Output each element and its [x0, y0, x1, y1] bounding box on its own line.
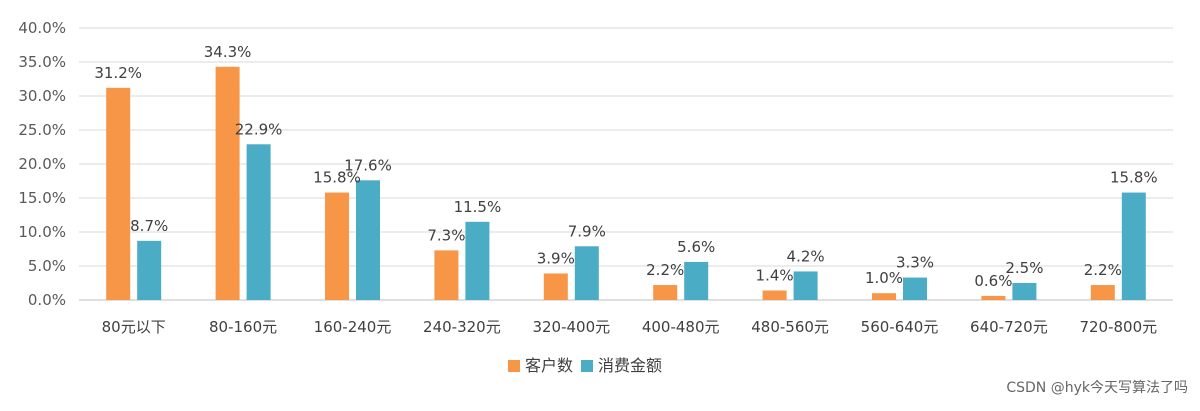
bar-customers	[215, 66, 240, 300]
data-label-spending: 11.5%	[454, 198, 502, 216]
legend-swatch-customers	[508, 360, 520, 372]
data-label-spending: 4.2%	[787, 247, 825, 265]
data-label-customers: 2.2%	[1084, 261, 1122, 279]
y-tick-label: 25.0%	[18, 121, 66, 139]
x-tick-label: 160-240元	[314, 318, 392, 336]
x-axis-tick-labels: 80元以下 80-160元 160-240元 240-320元 320-400元 400-…	[102, 318, 1157, 336]
bar-customers	[653, 285, 678, 300]
bar-customers	[981, 295, 1006, 300]
x-tick-label: 240-320元	[423, 318, 501, 336]
data-labels: 31.2%8.7%34.3%22.9%15.8%17.6%7.3%11.5%3.…	[94, 43, 1157, 290]
bar-spending	[684, 261, 709, 300]
legend: 客户数 消费金额	[508, 356, 662, 375]
bar-customers	[106, 87, 131, 300]
data-label-spending: 17.6%	[344, 156, 392, 174]
bar-spending	[1012, 283, 1037, 300]
y-tick-label: 5.0%	[28, 257, 66, 275]
data-label-customers: 1.0%	[865, 269, 903, 287]
bar-customers	[1090, 285, 1115, 300]
bar-spending	[1121, 192, 1146, 300]
data-label-spending: 15.8%	[1110, 169, 1158, 187]
bar-spending	[356, 180, 380, 300]
data-label-customers: 2.2%	[646, 261, 684, 279]
x-tick-label: 640-720元	[970, 318, 1048, 336]
watermark-text: CSDN @hyk今天写算法了吗	[1006, 380, 1188, 396]
data-label-spending: 3.3%	[896, 254, 934, 272]
data-label-customers: 1.4%	[756, 266, 794, 284]
legend-label-customers: 客户数	[525, 356, 573, 375]
x-tick-label: 80元以下	[102, 318, 166, 336]
data-label-customers: 15.8%	[313, 169, 361, 187]
bars	[106, 66, 1146, 300]
y-tick-label: 35.0%	[18, 53, 66, 71]
y-tick-label: 15.0%	[18, 189, 66, 207]
x-tick-label: 480-560元	[751, 318, 829, 336]
bar-customers	[434, 250, 459, 300]
x-tick-label: 400-480元	[642, 318, 720, 336]
data-label-customers: 0.6%	[974, 272, 1012, 290]
bar-customers	[872, 293, 896, 300]
bar-spending	[574, 246, 599, 300]
y-axis-tick-labels: 0.0% 5.0% 10.0% 15.0% 20.0% 25.0% 30.0% 35.0% 40…	[18, 19, 66, 309]
bar-spending	[465, 221, 490, 300]
data-label-spending: 22.9%	[235, 120, 283, 138]
bar-spending	[246, 144, 271, 300]
data-label-customers: 3.9%	[537, 249, 575, 267]
bar-customers	[325, 192, 349, 300]
bar-customers	[762, 290, 787, 300]
legend-swatch-spending	[581, 360, 593, 372]
data-label-customers: 34.3%	[204, 43, 252, 61]
y-tick-label: 10.0%	[18, 223, 66, 241]
y-tick-label: 40.0%	[18, 19, 66, 37]
x-tick-label: 720-800元	[1079, 318, 1157, 336]
bar-spending	[793, 271, 818, 300]
bar-spending	[903, 277, 927, 300]
y-tick-label: 0.0%	[28, 291, 66, 309]
data-label-customers: 7.3%	[427, 226, 465, 244]
y-tick-label: 30.0%	[18, 87, 66, 105]
x-tick-label: 80-160元	[209, 318, 277, 336]
data-label-spending: 5.6%	[677, 238, 715, 256]
data-label-spending: 8.7%	[130, 217, 168, 235]
bar-spending	[137, 240, 162, 300]
data-label-spending: 2.5%	[1005, 259, 1043, 277]
y-tick-label: 20.0%	[18, 155, 66, 173]
x-tick-label: 560-640元	[861, 318, 939, 336]
data-label-customers: 31.2%	[94, 64, 142, 82]
bar-customers	[543, 273, 568, 300]
legend-label-spending: 消费金额	[598, 356, 662, 375]
x-tick-label: 320-400元	[532, 318, 610, 336]
data-label-spending: 7.9%	[568, 222, 606, 240]
